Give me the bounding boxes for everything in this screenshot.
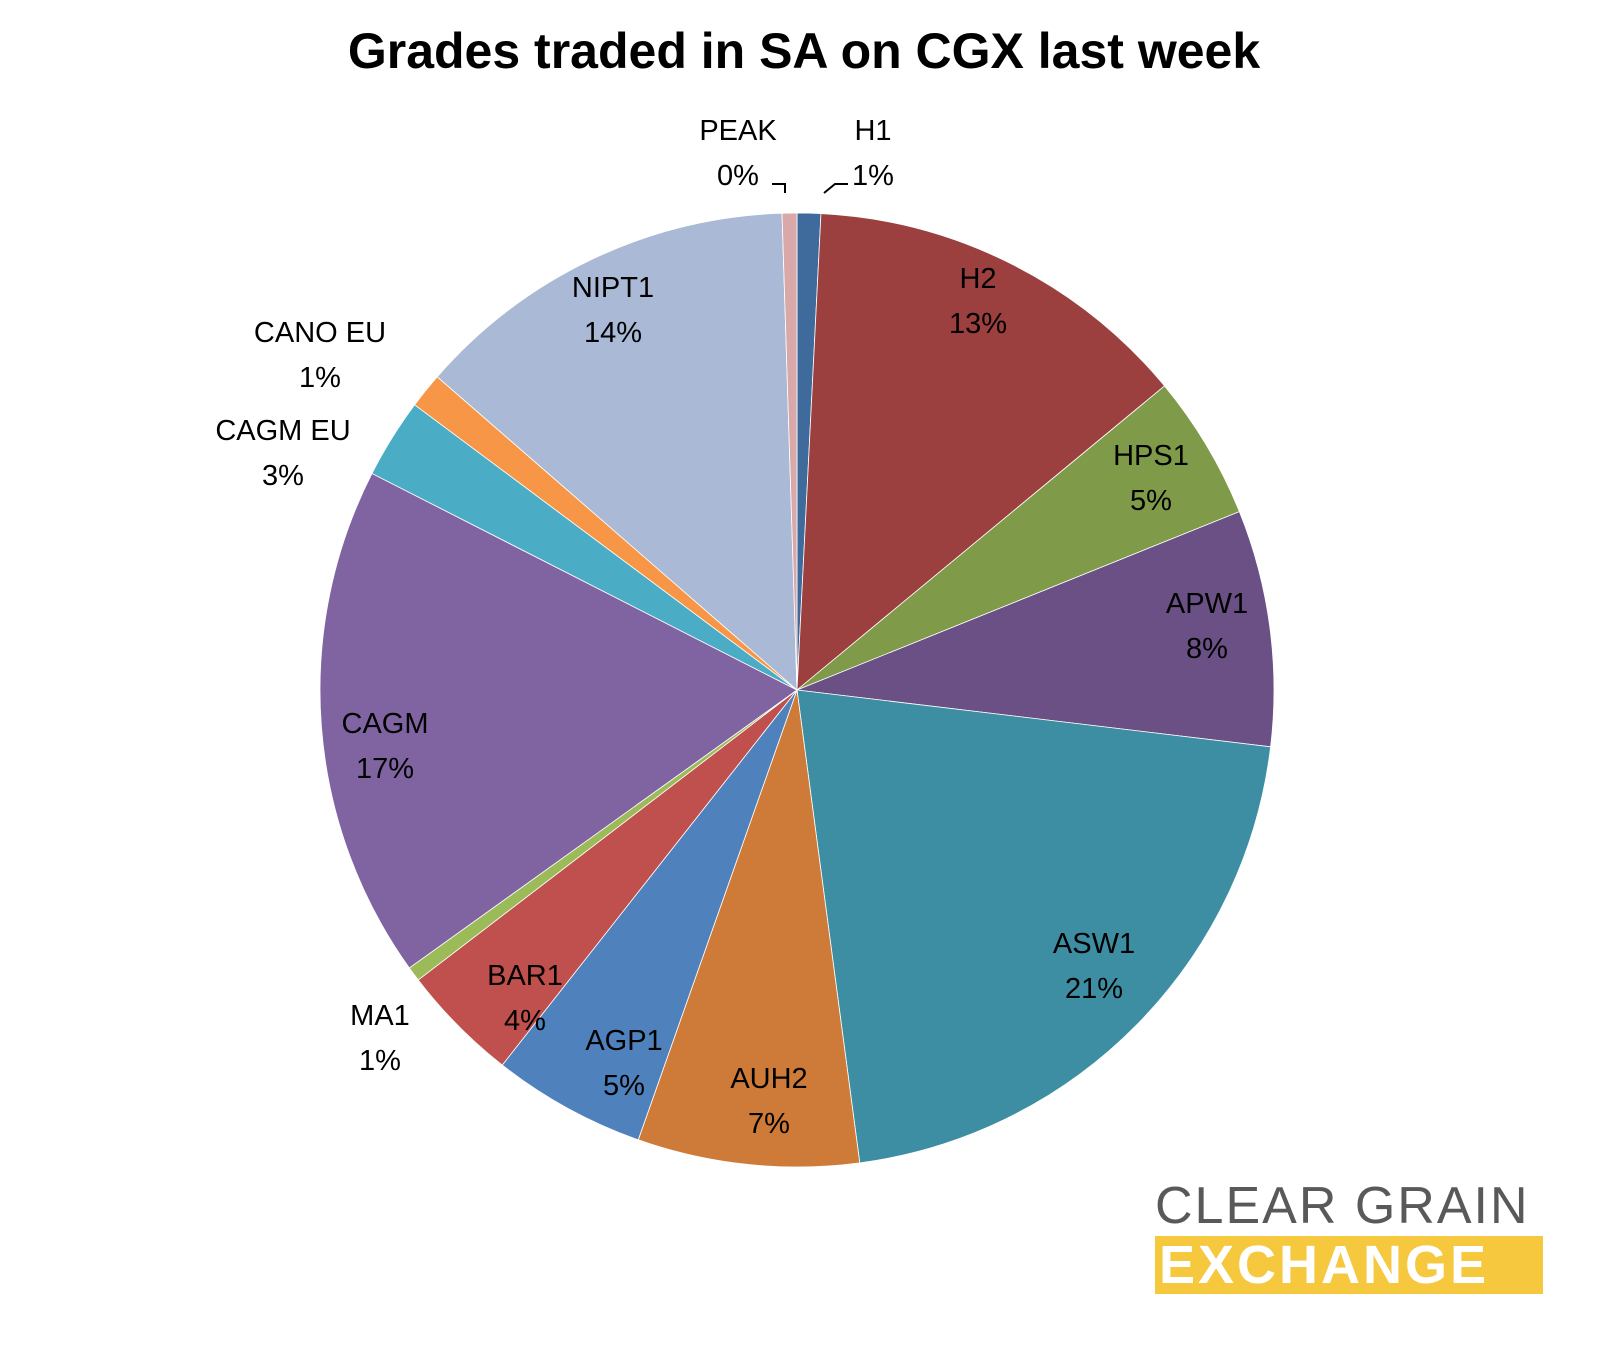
pie-slices: [319, 212, 1275, 1168]
chart-title: Grades traded in SA on CGX last week: [347, 23, 1261, 79]
slice-labels: H1 1% H2 13% HPS1 5% APW1 8% ASW1 21% AUH2 7% AGP1 5%…: [215, 115, 1248, 1140]
slice-label-asw1: ASW1: [1053, 928, 1135, 960]
leader-lines: [772, 183, 848, 194]
pie-slice-nipt1: [436, 212, 798, 691]
slice-percent-agp1: 5%: [603, 1070, 645, 1102]
slice-label-bar1: BAR1: [487, 960, 563, 992]
slice-label-cano-eu: CANO EU: [254, 317, 386, 349]
pie-slice-agp1: [501, 689, 798, 1141]
slice-label-h2: H2: [959, 263, 996, 295]
slice-label-auh2: AUH2: [730, 1063, 807, 1095]
pie-slice-hps1: [796, 385, 1240, 691]
pie-slice-apw1: [796, 511, 1275, 748]
slice-label-apw1: APW1: [1166, 588, 1248, 620]
logo-text-top: CLEAR GRAIN: [1155, 1177, 1530, 1235]
pie-slice-asw1: [796, 689, 1272, 1164]
slice-label-h1: H1: [854, 115, 891, 147]
slice-label-nipt1: NIPT1: [572, 272, 654, 304]
slice-label-agp1: AGP1: [585, 1025, 662, 1057]
slice-percent-hps1: 5%: [1130, 485, 1172, 517]
slice-label-cagm-eu: CAGM EU: [215, 415, 350, 447]
slice-percent-h2: 13%: [949, 308, 1007, 340]
slice-percent-bar1: 4%: [504, 1005, 546, 1037]
pie-slice-h2: [796, 213, 1166, 691]
slice-percent-cagm: 17%: [356, 753, 414, 785]
slice-percent-asw1: 21%: [1065, 973, 1123, 1005]
slice-percent-nipt1: 14%: [584, 317, 642, 349]
pie-slice-peak: [781, 212, 798, 691]
slice-percent-ma1: 1%: [359, 1045, 401, 1077]
slice-percent-cano-eu: 1%: [299, 362, 341, 394]
leader-line-h1: [823, 183, 848, 194]
clear-grain-exchange-logo: CLEAR GRAIN EXCHANGE: [1155, 1180, 1543, 1294]
slice-label-ma1: MA1: [350, 1000, 410, 1032]
leader-line-peak: [772, 183, 786, 193]
slice-percent-auh2: 7%: [748, 1108, 790, 1140]
slice-percent-peak: 0%: [717, 160, 759, 192]
slice-percent-h1: 1%: [852, 160, 894, 192]
slice-label-cagm: CAGM: [342, 708, 429, 740]
slice-label-peak: PEAK: [699, 115, 777, 147]
slice-percent-cagm-eu: 3%: [262, 460, 304, 492]
pie-slice-auh2: [637, 689, 861, 1168]
slice-percent-apw1: 8%: [1186, 633, 1228, 665]
slice-label-hps1: HPS1: [1113, 440, 1189, 472]
pie-slice-cagm: [319, 472, 798, 969]
logo-text-bottom: EXCHANGE: [1155, 1236, 1543, 1294]
